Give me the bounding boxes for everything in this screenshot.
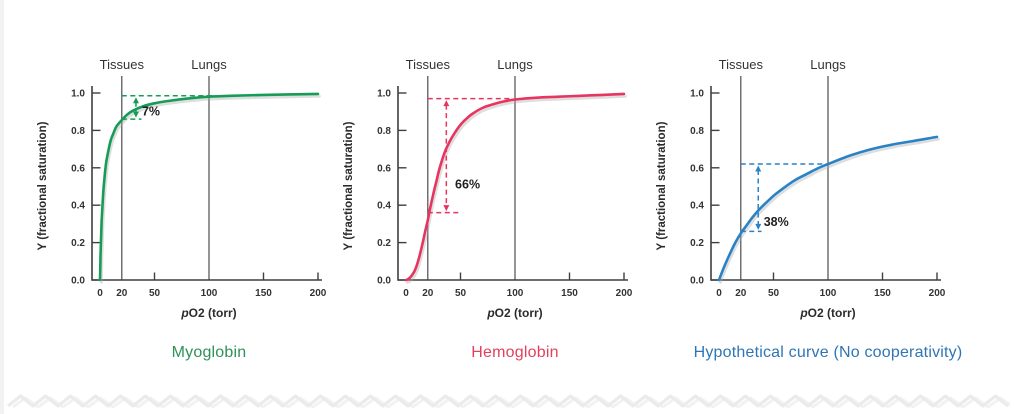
x-tick-label: 50 [149,288,161,299]
y-tick-label: 0.4 [71,201,85,212]
y-tick-label: 0.8 [71,126,85,137]
x-axis-label: pO2 (torr) [180,306,236,320]
chart-hemoglobin: Tissues Lungs 0.0 0.2 0.4 0.6 0.8 1.0 0 20 50 100 15… [336,36,656,366]
chart-hypothetical: Tissues Lungs 0.0 0.2 0.4 0.6 0.8 1.0 0 20 50 100 15… [649,36,969,366]
y-tick-label: 0.8 [690,126,704,137]
x-tick-label: 150 [874,288,891,299]
torn-edge-decoration [7,394,1010,409]
y-tick-label: 0.0 [71,276,85,287]
arrowhead-down-icon [443,205,450,212]
reference-label-tissues: Tissues [406,57,451,72]
y-axis-label: Y (fractional saturation) [37,121,49,250]
arrowhead-up-icon [755,165,762,172]
reference-label-tissues: Tissues [719,57,764,72]
axes [710,86,941,281]
x-axis-label: pO2 (torr) [799,306,855,320]
chart-title-hemoglobin: Hemoglobin [471,344,559,361]
x-tick-label: 50 [455,288,467,299]
x-tick-label: 200 [616,288,633,299]
y-axis-label: Y (fractional saturation) [343,121,355,250]
x-tick-label: 150 [255,288,272,299]
x-tick-label: 100 [507,288,524,299]
curve-hypothetical [717,135,939,282]
y-tick-label: 0.2 [71,238,85,249]
curve-hemoglobin [404,92,626,282]
arrowhead-down-icon [755,223,762,230]
arrowhead-up-icon [443,100,450,107]
x-tick-label: 100 [201,288,218,299]
axes [397,86,628,281]
y-tick-label: 0.6 [377,163,391,174]
x-tick-label: 200 [310,288,327,299]
y-tick-label: 0.0 [690,276,704,287]
x-tick-label: 20 [735,288,747,299]
x-tick-label: 150 [561,288,578,299]
left-edge-strip [0,0,4,414]
chart-title-hypothetical: Hypothetical curve (No cooperativity) [693,344,963,361]
y-tick-label: 0.4 [377,201,391,212]
reference-label-lungs: Lungs [810,57,846,72]
arrowhead-down-icon [132,111,139,118]
x-tick-label: 100 [820,288,837,299]
x-tick-label: 20 [422,288,434,299]
difference-percent-label: 38% [764,215,789,229]
curve-shadow-hemoglobin [405,94,627,284]
chart-title-myoglobin: Myoglobin [171,344,247,361]
x-tick-label: 20 [116,288,128,299]
chart-myoglobin: Tissues Lungs 0.0 0.2 0.4 0.6 0.8 1.0 0 20 50 100 15… [30,36,350,366]
torn-edge-back [12,396,1010,409]
x-tick-label: 0 [97,288,103,299]
y-tick-label: 0.6 [71,163,85,174]
y-tick-label: 0.8 [377,126,391,137]
difference-percent-label: 7% [142,105,160,119]
y-tick-label: 0.2 [377,238,391,249]
y-tick-label: 0.0 [377,276,391,287]
y-axis-label: Y (fractional saturation) [656,121,668,250]
y-tick-label: 1.0 [71,89,85,100]
y-tick-label: 0.2 [690,238,704,249]
y-tick-label: 1.0 [690,89,704,100]
reference-label-lungs: Lungs [191,57,227,72]
hemoglobin-plot: Tissues Lungs 0.0 0.2 0.4 0.6 0.8 1.0 0 20 50 100 15… [343,57,633,320]
y-tick-label: 0.4 [690,201,704,212]
hypothetical-plot: Tissues Lungs 0.0 0.2 0.4 0.6 0.8 1.0 0 20 50 100 15… [656,57,946,320]
x-tick-label: 200 [929,288,946,299]
x-tick-label: 0 [403,288,409,299]
y-tick-label: 1.0 [377,89,391,100]
x-axis-label: pO2 (torr) [486,306,542,320]
curve-shadow-myoglobin [99,94,321,284]
curve-shadow-hypothetical [718,137,940,284]
myoglobin-plot: Tissues Lungs 0.0 0.2 0.4 0.6 0.8 1.0 0 20 50 100 15… [37,57,327,320]
x-tick-label: 50 [768,288,780,299]
torn-edge-front [7,394,1009,408]
difference-percent-label: 66% [455,178,480,192]
x-tick-label: 0 [716,288,722,299]
y-tick-label: 0.6 [690,163,704,174]
reference-label-lungs: Lungs [497,57,533,72]
arrowhead-up-icon [132,97,139,104]
reference-label-tissues: Tissues [100,57,145,72]
curve-myoglobin [98,92,320,282]
